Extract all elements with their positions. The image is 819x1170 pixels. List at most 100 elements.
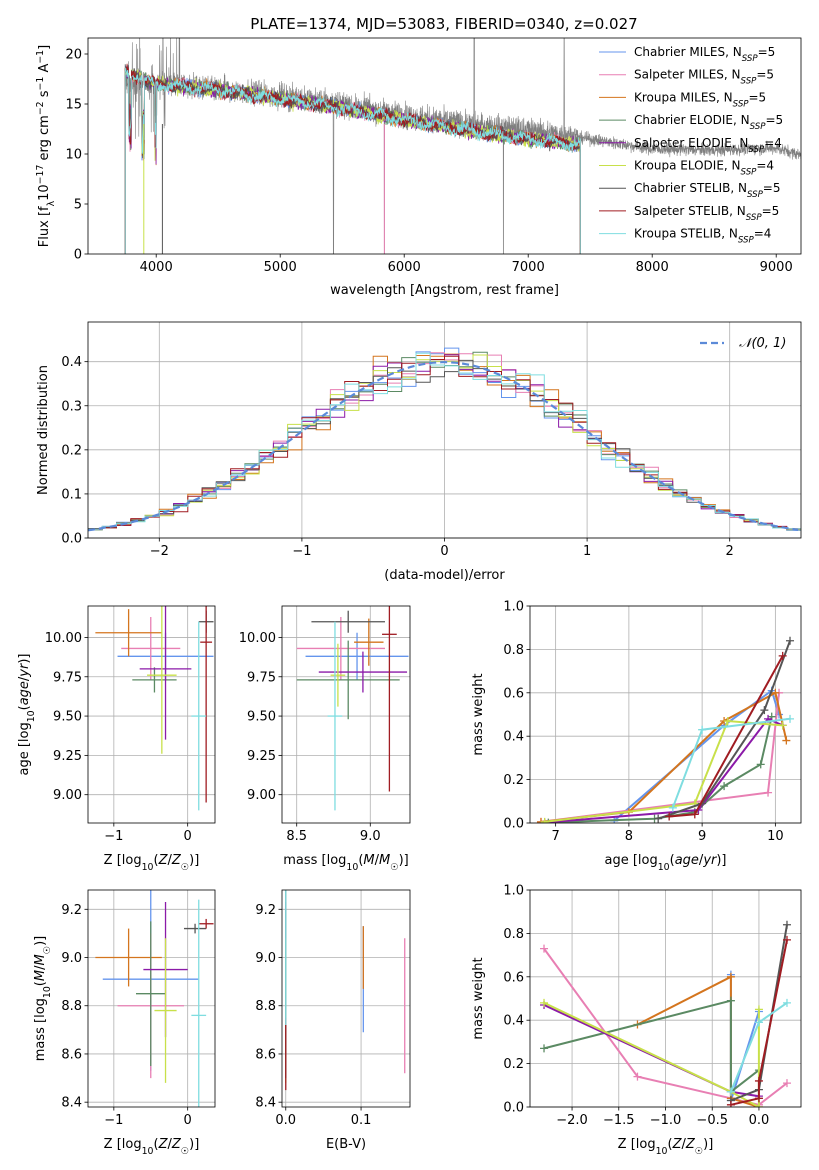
x-axis-label: Z [log10(Z/Z☉)]: [104, 853, 200, 873]
x-tick-label: 6000: [388, 260, 421, 275]
x-tick-label: −2.0: [556, 1113, 588, 1128]
weight-marker: [690, 810, 699, 819]
residual-histogram-8: [88, 352, 801, 530]
x-tick-label: −1: [104, 1113, 123, 1128]
weight-marker: [720, 782, 729, 791]
weight-marker: [726, 996, 735, 1005]
y-tick-label: 9.25: [247, 749, 276, 764]
model-spectrum-8: [124, 67, 581, 254]
y-tick-label: 9.50: [53, 710, 82, 725]
axes-frame: [87, 605, 216, 824]
y-axis-label: Flux [fλ10−17 erg cm−2 s−1 A−1]: [35, 45, 57, 247]
x-tick-label: 9: [698, 829, 706, 844]
axes-frame: [87, 37, 802, 255]
weight-marker: [771, 688, 780, 697]
y-tick-label: 10.00: [239, 631, 276, 646]
weight-line-7: [730, 939, 788, 1106]
y-tick-label: 1.0: [503, 600, 524, 615]
x-tick-label: 7000: [512, 260, 545, 275]
weight-marker: [782, 998, 791, 1007]
weight-marker: [778, 721, 787, 730]
weight-marker: [782, 935, 791, 944]
axes-frame: [281, 889, 411, 1108]
x-tick-label: −1: [292, 544, 311, 559]
y-tick-label: 9.00: [53, 788, 82, 803]
y-tick-label: 0.8: [503, 927, 524, 942]
figure-title: PLATE=1374, MJD=53083, FIBERID=0340, z=0…: [250, 15, 637, 33]
y-tick-label: 0.4: [61, 355, 82, 370]
x-tick-label: −1.5: [603, 1113, 635, 1128]
y-tick-label: 0.3: [61, 399, 82, 414]
weight-marker: [540, 1044, 549, 1053]
model-spectrum-7: [124, 63, 581, 254]
x-tick-label: 5000: [264, 260, 297, 275]
weight-marker: [786, 714, 795, 723]
y-tick-label: 8.4: [61, 1096, 82, 1111]
axes-mass_vs_ebv: 0.0 0.1 8.4 8.6 8.8 9.0 9.2 E(B-V): [255, 889, 411, 1152]
x-tick-label: −1.0: [650, 1113, 682, 1128]
y-tick-label: 0.8: [503, 643, 524, 658]
weight-marker: [726, 972, 735, 981]
y-tick-label: 0.1: [61, 487, 82, 502]
x-tick-label: 8.5: [286, 829, 307, 844]
legend-label: Kroupa MILES, NSSP=5: [634, 90, 766, 109]
y-tick-label: 5: [74, 198, 82, 213]
y-tick-label: 0.4: [503, 730, 524, 745]
normal-reference-curve: [88, 360, 799, 532]
plot-area-spectrum: [124, 38, 801, 254]
y-tick-label: 9.0: [255, 951, 276, 966]
weight-marker: [726, 1087, 735, 1096]
weight-marker: [782, 1079, 791, 1088]
x-tick-label: −0.5: [696, 1113, 728, 1128]
y-axis-label: Normed distribution: [36, 365, 51, 495]
x-tick-label: −2: [150, 544, 169, 559]
legend-label: Salpeter ELODIE, NSSP=4: [634, 136, 782, 155]
x-axis-label: (data-model)/error: [384, 568, 505, 583]
y-tick-label: 0.0: [61, 532, 82, 547]
y-tick-label: 9.2: [61, 903, 82, 918]
y-tick-label: 9.25: [53, 749, 82, 764]
weight-marker: [778, 651, 787, 660]
legend-label: Chabrier ELODIE, NSSP=5: [634, 113, 783, 132]
x-tick-label: 9000: [760, 260, 793, 275]
weight-marker: [698, 725, 707, 734]
weight-marker: [540, 998, 549, 1007]
plot-area-massweight_vs_Z: [540, 920, 791, 1107]
x-tick-label: 8000: [636, 260, 669, 275]
y-tick-label: 10: [65, 148, 82, 163]
x-tick-label: 1: [583, 544, 591, 559]
weight-marker: [782, 736, 791, 745]
legend-label: Salpeter MILES, NSSP=5: [634, 68, 774, 87]
x-axis-label: Z [log10(Z/Z☉)]: [104, 1137, 200, 1157]
weight-marker: [754, 1018, 763, 1027]
y-tick-label: 8.6: [61, 1047, 82, 1062]
weight-line-2: [540, 691, 788, 823]
x-axis-label: E(B-V): [326, 1137, 366, 1152]
axes-age_vs_Z: −1 0 9.00 9.25 9.50 9.75 10.00 Z [log10(Z/Z☉)] a…: [17, 605, 216, 873]
axes-frame: [529, 605, 802, 824]
legend-label: Kroupa ELODIE, NSSP=4: [634, 159, 774, 178]
y-tick-label: 0.6: [503, 970, 524, 985]
model-spectrum-2: [124, 70, 581, 254]
y-axis-label: mass [log10(M/M☉)]: [33, 936, 53, 1062]
y-tick-label: 0.4: [503, 1014, 524, 1029]
weight-line-3: [543, 999, 760, 1094]
x-tick-label: 0: [440, 544, 448, 559]
weight-marker: [782, 920, 791, 929]
x-axis-label: wavelength [Angstrom, rest frame]: [330, 283, 559, 298]
x-tick-label: 0.0: [749, 1113, 770, 1128]
y-tick-label: 0.2: [503, 1057, 524, 1072]
y-axis-label: mass weight: [471, 957, 486, 1039]
weight-line-2: [637, 975, 760, 1107]
y-tick-label: 0.6: [503, 686, 524, 701]
weight-marker: [786, 636, 795, 645]
x-tick-label: 0: [184, 829, 192, 844]
y-tick-label: 0.2: [503, 773, 524, 788]
y-tick-label: 10.00: [45, 631, 82, 646]
y-tick-label: 9.2: [255, 903, 276, 918]
x-tick-label: 0.0: [275, 1113, 296, 1128]
y-tick-label: 0.2: [61, 443, 82, 458]
legend-label: Salpeter STELIB, NSSP=5: [634, 204, 779, 223]
y-tick-label: 8.6: [255, 1047, 276, 1062]
